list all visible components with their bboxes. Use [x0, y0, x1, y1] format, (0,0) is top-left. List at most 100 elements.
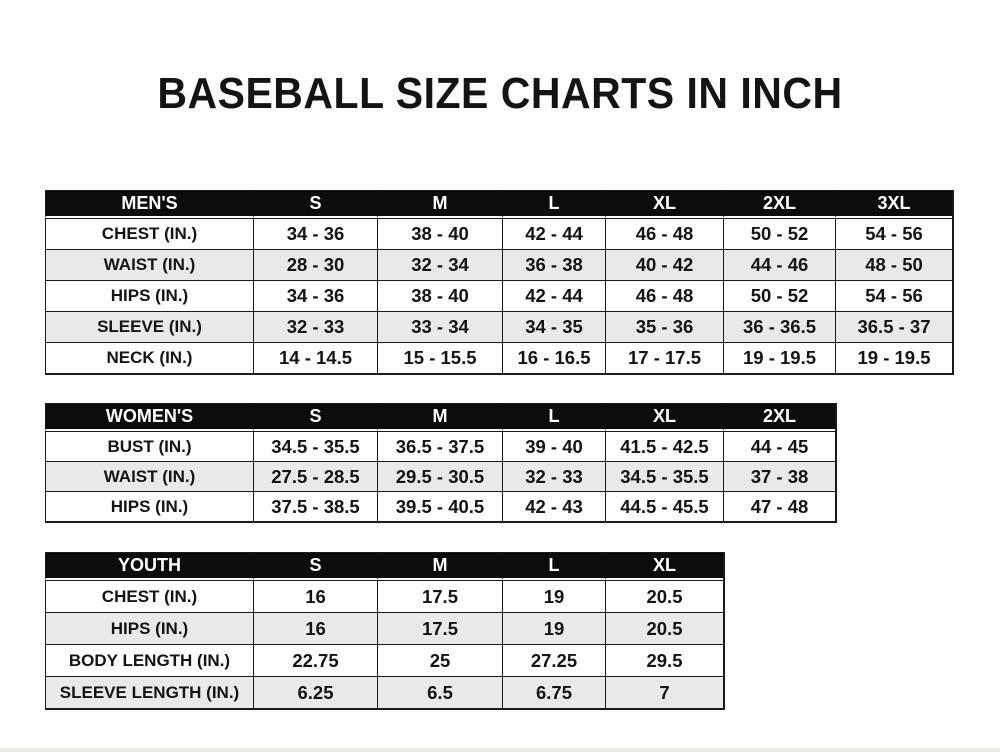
size-cell: 19 - 19.5 — [723, 342, 835, 373]
row-label: WAIST (IN.) — [45, 461, 253, 491]
group-header: YOUTH — [45, 552, 253, 580]
size-cell: 36.5 - 37 — [835, 311, 952, 342]
size-cell: 16 — [253, 612, 377, 644]
header-row: YOUTH S M L XL — [45, 552, 723, 580]
column-header: L — [502, 190, 605, 218]
size-cell: 50 - 52 — [723, 280, 835, 311]
size-cell: 6.25 — [253, 676, 377, 708]
size-cell: 14 - 14.5 — [253, 342, 377, 373]
size-cell: 44.5 - 45.5 — [605, 491, 723, 521]
column-header: 2XL — [723, 190, 835, 218]
row-label: SLEEVE (IN.) — [45, 311, 253, 342]
header-row: WOMEN'S S M L XL 2XL — [45, 403, 835, 431]
row-label: HIPS (IN.) — [45, 612, 253, 644]
row-label: CHEST (IN.) — [45, 218, 253, 249]
size-cell: 27.5 - 28.5 — [253, 461, 377, 491]
scan-edge-artifact — [0, 748, 1000, 752]
size-cell: 54 - 56 — [835, 280, 952, 311]
size-cell: 42 - 43 — [502, 491, 605, 521]
group-header: WOMEN'S — [45, 403, 253, 431]
column-header: XL — [605, 190, 723, 218]
size-cell: 36 - 38 — [502, 249, 605, 280]
size-cell: 32 - 33 — [253, 311, 377, 342]
row-label: NECK (IN.) — [45, 342, 253, 373]
column-header: M — [377, 552, 502, 580]
size-cell: 27.25 — [502, 644, 605, 676]
size-cell: 34 - 36 — [253, 218, 377, 249]
size-cell: 34 - 36 — [253, 280, 377, 311]
page-title: BASEBALL SIZE CHARTS IN INCH — [157, 68, 843, 118]
size-cell: 46 - 48 — [605, 280, 723, 311]
row-label: HIPS (IN.) — [45, 491, 253, 521]
size-cell: 6.75 — [502, 676, 605, 708]
size-cell: 7 — [605, 676, 723, 708]
size-cell: 19 - 19.5 — [835, 342, 952, 373]
size-cell: 15 - 15.5 — [377, 342, 502, 373]
size-cell: 37 - 38 — [723, 461, 835, 491]
column-header: L — [502, 552, 605, 580]
table-row: HIPS (IN.) 16 17.5 19 20.5 — [45, 612, 723, 644]
size-cell: 16 — [253, 580, 377, 612]
table-row: CHEST (IN.) 34 - 36 38 - 40 42 - 44 46 - 48 5… — [45, 218, 952, 249]
size-cell: 35 - 36 — [605, 311, 723, 342]
column-header: L — [502, 403, 605, 431]
size-cell: 19 — [502, 580, 605, 612]
size-cell: 39 - 40 — [502, 431, 605, 461]
column-header: XL — [605, 403, 723, 431]
size-cell: 47 - 48 — [723, 491, 835, 521]
row-label: WAIST (IN.) — [45, 249, 253, 280]
row-label: BUST (IN.) — [45, 431, 253, 461]
size-cell: 29.5 — [605, 644, 723, 676]
column-header: 2XL — [723, 403, 835, 431]
size-cell: 6.5 — [377, 676, 502, 708]
row-label: HIPS (IN.) — [45, 280, 253, 311]
size-cell: 17 - 17.5 — [605, 342, 723, 373]
size-cell: 33 - 34 — [377, 311, 502, 342]
womens-size-table: WOMEN'S S M L XL 2XL BUST (IN.) 34.5 - 35.5 36.5… — [45, 403, 837, 523]
size-cell: 37.5 - 38.5 — [253, 491, 377, 521]
size-cell: 36 - 36.5 — [723, 311, 835, 342]
group-header: MEN'S — [45, 190, 253, 218]
size-cell: 19 — [502, 612, 605, 644]
size-cell: 25 — [377, 644, 502, 676]
column-header: M — [377, 403, 502, 431]
youth-size-table: YOUTH S M L XL CHEST (IN.) 16 17.5 19 20.5 HIPS (I… — [45, 552, 725, 710]
size-cell: 32 - 33 — [502, 461, 605, 491]
table-row: WAIST (IN.) 27.5 - 28.5 29.5 - 30.5 32 - 33… — [45, 461, 835, 491]
size-cell: 34.5 - 35.5 — [253, 431, 377, 461]
size-cell: 22.75 — [253, 644, 377, 676]
size-cell: 16 - 16.5 — [502, 342, 605, 373]
size-cell: 32 - 34 — [377, 249, 502, 280]
size-cell: 17.5 — [377, 612, 502, 644]
size-cell: 38 - 40 — [377, 218, 502, 249]
size-cell: 42 - 44 — [502, 218, 605, 249]
row-label: CHEST (IN.) — [45, 580, 253, 612]
table-row: BUST (IN.) 34.5 - 35.5 36.5 - 37.5 39 - 40 4… — [45, 431, 835, 461]
size-cell: 20.5 — [605, 580, 723, 612]
table-row: SLEEVE (IN.) 32 - 33 33 - 34 34 - 35 35 - 36… — [45, 311, 952, 342]
table-row: BODY LENGTH (IN.) 22.75 25 27.25 29.5 — [45, 644, 723, 676]
size-cell: 46 - 48 — [605, 218, 723, 249]
size-cell: 34 - 35 — [502, 311, 605, 342]
size-cell: 36.5 - 37.5 — [377, 431, 502, 461]
column-header: XL — [605, 552, 723, 580]
column-header: S — [253, 190, 377, 218]
row-label: BODY LENGTH (IN.) — [45, 644, 253, 676]
size-cell: 48 - 50 — [835, 249, 952, 280]
table-row: NECK (IN.) 14 - 14.5 15 - 15.5 16 - 16.5 17 … — [45, 342, 952, 373]
size-cell: 17.5 — [377, 580, 502, 612]
column-header: S — [253, 403, 377, 431]
size-cell: 38 - 40 — [377, 280, 502, 311]
table-row: SLEEVE LENGTH (IN.) 6.25 6.5 6.75 7 — [45, 676, 723, 708]
column-header: 3XL — [835, 190, 952, 218]
size-cell: 41.5 - 42.5 — [605, 431, 723, 461]
size-cell: 54 - 56 — [835, 218, 952, 249]
size-cell: 42 - 44 — [502, 280, 605, 311]
size-cell: 20.5 — [605, 612, 723, 644]
column-header: S — [253, 552, 377, 580]
size-cell: 44 - 46 — [723, 249, 835, 280]
mens-size-table: MEN'S S M L XL 2XL 3XL CHEST (IN.) 34 - 36 38 - 4… — [45, 190, 954, 375]
table-row: HIPS (IN.) 34 - 36 38 - 40 42 - 44 46 - 48 50… — [45, 280, 952, 311]
row-label: SLEEVE LENGTH (IN.) — [45, 676, 253, 708]
header-row: MEN'S S M L XL 2XL 3XL — [45, 190, 952, 218]
